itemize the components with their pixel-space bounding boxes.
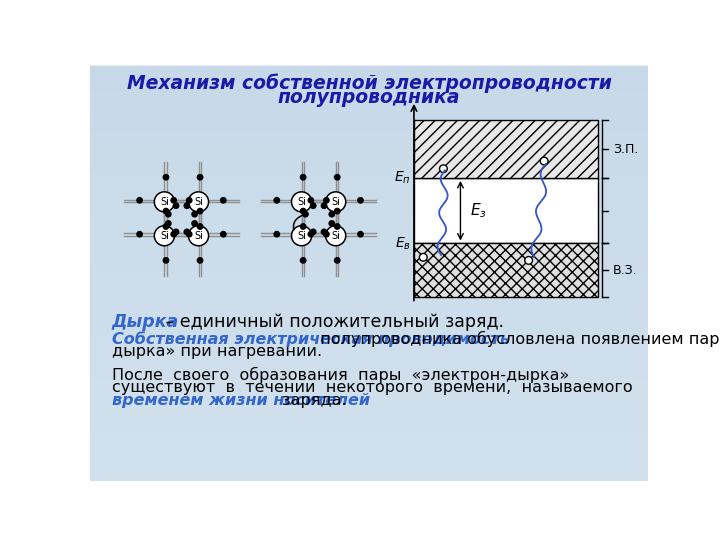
Text: Дырка: Дырка — [112, 313, 179, 330]
Bar — [414, 120, 598, 178]
Circle shape — [154, 192, 174, 212]
Circle shape — [325, 192, 346, 212]
Circle shape — [192, 221, 197, 226]
Text: Si: Si — [160, 231, 168, 241]
Text: З.П.: З.П. — [613, 143, 639, 156]
Text: – единичный положительный заряд.: – единичный положительный заряд. — [160, 313, 504, 330]
Circle shape — [358, 198, 363, 203]
Circle shape — [197, 258, 203, 263]
Circle shape — [197, 208, 203, 214]
Text: Si: Si — [331, 231, 340, 241]
Text: дырка» при нагревании.: дырка» при нагревании. — [112, 345, 322, 359]
Circle shape — [308, 198, 314, 203]
Text: Si: Si — [297, 197, 306, 207]
Circle shape — [335, 224, 340, 229]
Circle shape — [292, 192, 312, 212]
Circle shape — [325, 226, 346, 246]
Circle shape — [184, 229, 189, 234]
Circle shape — [189, 192, 209, 212]
Circle shape — [310, 203, 316, 208]
Text: Si: Si — [194, 231, 203, 241]
Circle shape — [324, 198, 329, 203]
Circle shape — [192, 212, 197, 217]
Circle shape — [174, 229, 179, 234]
Circle shape — [540, 157, 548, 165]
Circle shape — [220, 198, 226, 203]
Circle shape — [335, 258, 340, 263]
Circle shape — [321, 229, 327, 234]
Circle shape — [310, 229, 316, 234]
Circle shape — [189, 226, 209, 246]
Circle shape — [329, 221, 335, 226]
Circle shape — [186, 232, 192, 237]
Circle shape — [300, 258, 306, 263]
Text: Si: Si — [297, 231, 306, 241]
Circle shape — [292, 226, 312, 246]
Circle shape — [321, 203, 327, 208]
Text: полупроводника: полупроводника — [278, 87, 460, 106]
Circle shape — [308, 232, 314, 237]
Circle shape — [335, 208, 340, 214]
Circle shape — [329, 212, 335, 217]
Text: Si: Si — [194, 197, 203, 207]
Circle shape — [137, 232, 143, 237]
Circle shape — [166, 221, 171, 226]
Circle shape — [358, 232, 363, 237]
Text: Si: Si — [331, 197, 340, 207]
Circle shape — [154, 226, 174, 246]
Bar — [414, 178, 598, 244]
Circle shape — [300, 174, 306, 180]
Circle shape — [163, 208, 168, 214]
Circle shape — [197, 174, 203, 180]
Circle shape — [419, 253, 427, 261]
Text: Si: Si — [160, 197, 168, 207]
Text: Механизм собственной электропроводности: Механизм собственной электропроводности — [127, 73, 611, 93]
Text: полупроводника обусловлена появлением пары носителей заряда «электрон-: полупроводника обусловлена появлением па… — [315, 331, 720, 347]
Circle shape — [335, 174, 340, 180]
Circle shape — [163, 258, 168, 263]
Circle shape — [184, 203, 189, 208]
Text: $E_п$: $E_п$ — [394, 170, 411, 186]
Circle shape — [163, 224, 168, 229]
Circle shape — [300, 208, 306, 214]
Text: Собственная электрическая проводимость: Собственная электрическая проводимость — [112, 331, 510, 347]
Circle shape — [197, 224, 203, 229]
Circle shape — [174, 203, 179, 208]
Circle shape — [166, 212, 171, 217]
Circle shape — [274, 198, 279, 203]
Circle shape — [324, 232, 329, 237]
Text: $E_з$: $E_з$ — [469, 201, 487, 220]
Circle shape — [274, 232, 279, 237]
Bar — [414, 244, 598, 298]
Circle shape — [300, 224, 306, 229]
Text: существуют  в  течении  некоторого  времени,  называемого: существуют в течении некоторого времени,… — [112, 380, 632, 395]
Circle shape — [439, 165, 447, 173]
Circle shape — [186, 198, 192, 203]
Circle shape — [220, 232, 226, 237]
Circle shape — [525, 256, 533, 264]
Text: $E_в$: $E_в$ — [395, 235, 411, 252]
Circle shape — [137, 198, 143, 203]
Circle shape — [302, 212, 308, 217]
Circle shape — [163, 174, 168, 180]
Circle shape — [171, 232, 176, 237]
Circle shape — [171, 198, 176, 203]
Text: После  своего  образования  пары  «электрон-дырка»: После своего образования пары «электрон-… — [112, 367, 569, 383]
Text: В.З.: В.З. — [613, 264, 638, 277]
Text: временем жизни носителей: временем жизни носителей — [112, 393, 370, 408]
Text: заряда.: заряда. — [276, 393, 346, 408]
